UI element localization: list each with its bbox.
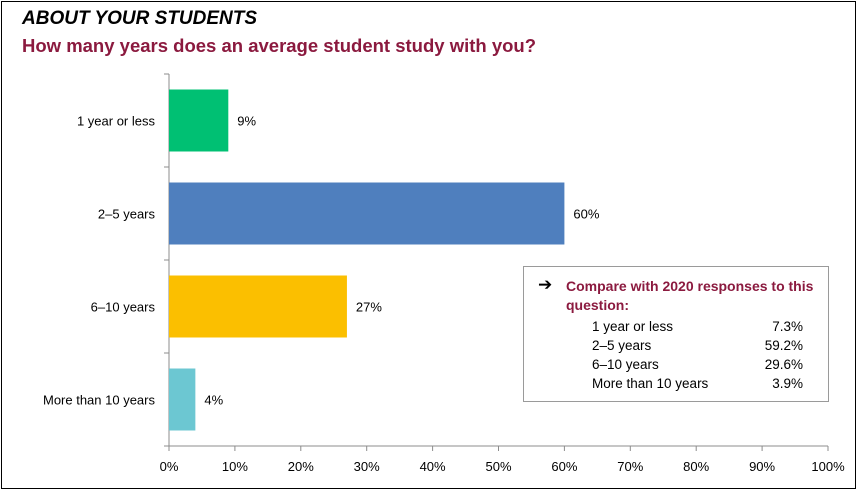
x-tick-label: 10% [222, 459, 248, 474]
question-title: How many years does an average student s… [22, 35, 537, 56]
x-tick-label: 90% [749, 459, 775, 474]
category-label: More than 10 years [43, 393, 156, 408]
value-label: 27% [356, 300, 382, 315]
category-label: 6–10 years [91, 300, 156, 315]
value-label: 4% [204, 393, 223, 408]
comparison-box: ➔ Compare with 2020 responses to this qu… [523, 266, 829, 402]
comparison-title: Compare with 2020 responses to this ques… [566, 278, 814, 313]
bar [169, 368, 196, 431]
x-tick-label: 100% [811, 459, 845, 474]
x-tick-label: 60% [551, 459, 577, 474]
category-label: 1 year or less [77, 114, 156, 129]
comparison-row-value: 59.2% [764, 338, 803, 353]
arrow-right-icon: ➔ [538, 275, 553, 294]
comparison-row: 6–10 years 29.6% [524, 357, 830, 376]
comparison-row-value: 7.3% [772, 319, 803, 334]
category-label: 2–5 years [98, 207, 156, 222]
x-tick-label: 0% [160, 459, 179, 474]
bar [169, 182, 565, 245]
x-tick-label: 20% [288, 459, 314, 474]
comparison-row-label: 1 year or less [592, 319, 674, 334]
comparison-row-value: 29.6% [764, 357, 803, 372]
comparison-row-value: 3.9% [772, 376, 803, 391]
bar [169, 89, 229, 152]
x-tick-label: 50% [485, 459, 511, 474]
x-tick-label: 80% [683, 459, 709, 474]
comparison-row-label: 6–10 years [592, 357, 659, 372]
comparison-row: More than 10 years 3.9% [524, 376, 830, 395]
section-title: ABOUT YOUR STUDENTS [22, 8, 258, 29]
comparison-row: 2–5 years 59.2% [524, 338, 830, 357]
comparison-row: 1 year or less 7.3% [524, 319, 830, 338]
bar [169, 275, 347, 338]
x-tick-label: 70% [617, 459, 643, 474]
comparison-row-label: 2–5 years [592, 338, 652, 353]
comparison-row-label: More than 10 years [592, 376, 709, 391]
value-label: 60% [573, 207, 599, 222]
x-tick-label: 40% [420, 459, 446, 474]
x-tick-label: 30% [354, 459, 380, 474]
value-label: 9% [237, 114, 256, 129]
